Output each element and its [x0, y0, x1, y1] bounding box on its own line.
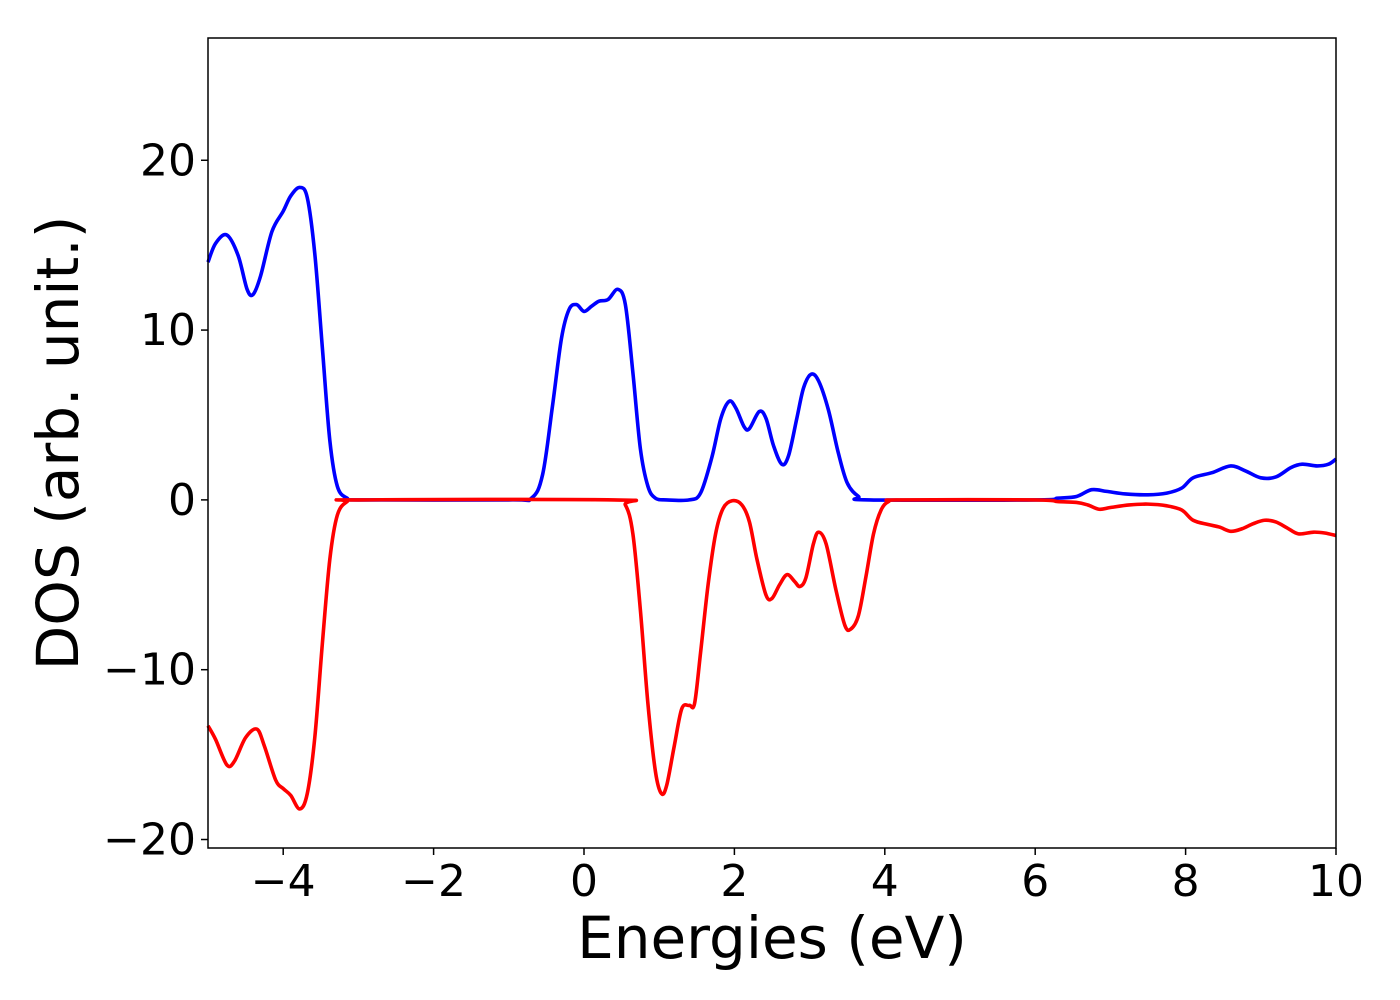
series-layer: [206, 185, 1338, 811]
x-tick-label: 0: [570, 856, 598, 907]
y-axis: −20 −10 0 10 20: [103, 135, 208, 866]
plot-frame: [207, 37, 1337, 849]
x-tick-label: −4: [251, 856, 316, 907]
x-tick-label: 4: [871, 856, 899, 907]
x-tick-label: 8: [1172, 856, 1200, 907]
y-axis-label: DOS (arb. unit.): [24, 216, 92, 671]
series-line-2: [206, 497, 1337, 811]
x-tick-label: 6: [1021, 856, 1049, 907]
y-tick-label: −10: [103, 645, 196, 696]
x-tick-label: 10: [1308, 856, 1364, 907]
series-line-1: [206, 185, 1338, 503]
y-tick-label: −20: [103, 815, 196, 866]
x-axis: −4 −2 0 2 4 6 8 10: [251, 848, 1364, 907]
x-tick-label: −2: [401, 856, 466, 907]
y-tick-label: 20: [140, 135, 196, 186]
y-tick-label: 10: [140, 305, 196, 356]
y-tick-label: 0: [168, 475, 196, 526]
x-tick-label: 2: [720, 856, 748, 907]
x-axis-label: Energies (eV): [577, 904, 967, 972]
